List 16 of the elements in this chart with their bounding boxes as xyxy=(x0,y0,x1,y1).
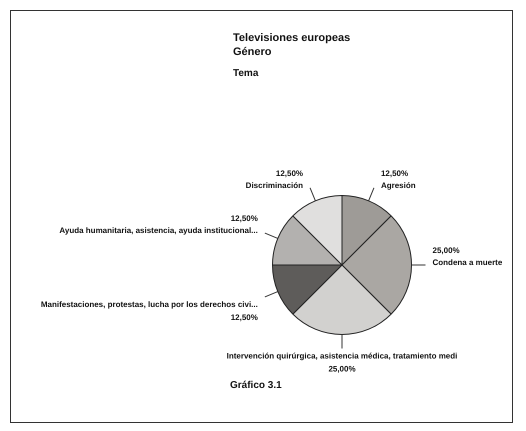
data-label: 12,50% xyxy=(380,169,408,178)
slice-label: Ayuda humanitaria, asistencia, ayuda institucional... xyxy=(59,226,258,236)
legend-title: Tema xyxy=(233,68,258,79)
slice-label: Discriminación xyxy=(246,181,304,190)
data-label: 12,50% xyxy=(276,169,304,178)
slice-label: Agresión xyxy=(380,181,416,190)
data-label: 25,00% xyxy=(432,246,460,256)
slice-label: Condena a muerte xyxy=(432,258,503,268)
chart-subtitle: Género xyxy=(233,46,272,58)
text: Gráfico 3.1 xyxy=(230,380,282,391)
chart-title: Televisiones europeas xyxy=(233,32,350,44)
slice-label: Manifestaciones, protestas, lucha por los derechos civi... xyxy=(40,300,258,310)
data-label: 12,50% xyxy=(230,313,258,322)
data-label: 25,00% xyxy=(328,364,356,374)
slice-label: Intervención quirúrgica, asistencia médica, tratamiento medi xyxy=(226,352,458,361)
data-label: 12,50% xyxy=(230,214,258,224)
